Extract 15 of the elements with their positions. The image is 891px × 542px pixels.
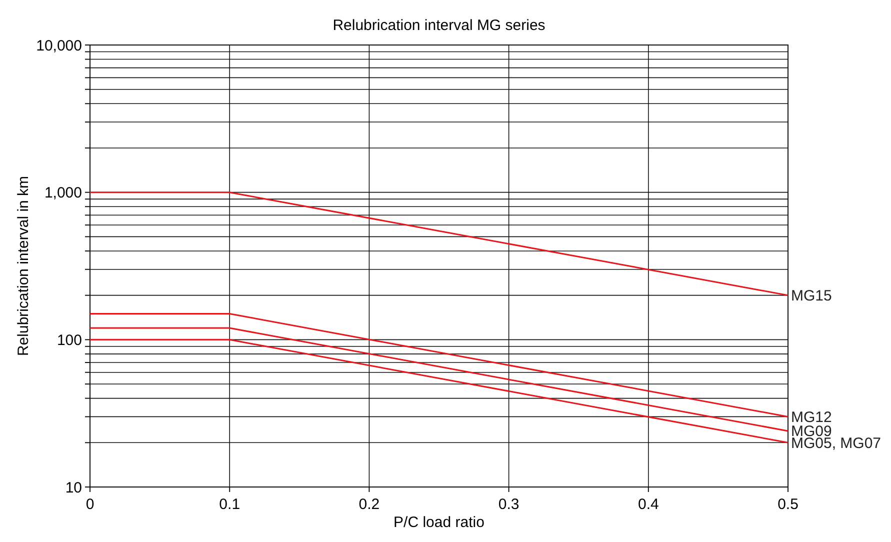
y-tick-label: 10,000 [36, 37, 82, 54]
series-label: MG12 [791, 408, 832, 426]
x-tick-label: 0 [86, 496, 94, 513]
x-tick-label: 0.3 [498, 496, 520, 513]
series-label: MG15 [791, 288, 832, 305]
y-axis-title: Relubrication interval in km [15, 176, 32, 356]
x-tick-label: 0.1 [219, 496, 240, 513]
y-tick-label: 1,000 [44, 184, 82, 202]
y-tick-label: 10 [65, 479, 82, 496]
x-tick-label: 0.4 [638, 496, 659, 513]
x-tick-label: 0.2 [358, 496, 380, 513]
y-tick-label: 100 [56, 332, 82, 349]
x-tick-label: 0.5 [778, 496, 798, 513]
chart-title: Relubrication interval MG series [332, 17, 546, 34]
x-axis-title: P/C load ratio [394, 514, 484, 531]
